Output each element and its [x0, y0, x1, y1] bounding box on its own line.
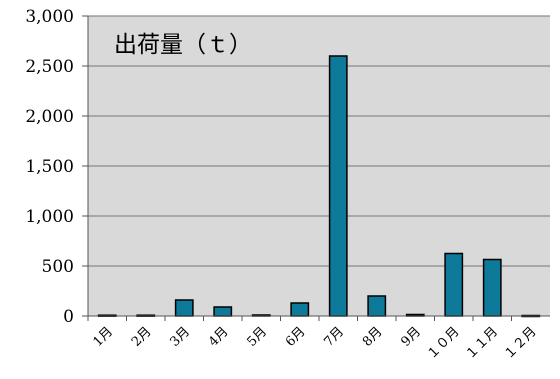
bar	[174, 299, 194, 317]
x-tick-label: 2月	[129, 324, 155, 350]
bar	[290, 302, 310, 317]
x-tick-label: １１月	[463, 324, 501, 362]
bar	[367, 295, 387, 317]
x-axis-ticks: 1月 2月 3月 4月 5月 6月 7月 8月 9月 １０月 １１月 １２月	[87, 316, 540, 362]
x-tick-label: 4月	[206, 324, 232, 350]
x-tick-label: １２月	[501, 324, 539, 362]
x-tick-label: 3月	[167, 324, 193, 350]
x-tick-label: 5月	[244, 324, 270, 350]
y-tick-label: 3,000	[25, 7, 74, 27]
x-tick-label: 6月	[283, 324, 309, 350]
gridlines	[88, 15, 550, 267]
y-axis-ticks: 0 500 1,000 1,500 2,000 2,500 3,000	[25, 7, 88, 327]
x-tick-label: １０月	[424, 324, 462, 362]
bar	[444, 252, 464, 317]
x-tick-label: 7月	[321, 324, 347, 350]
x-tick-label: 1月	[90, 324, 116, 350]
y-tick-label: 2,000	[25, 107, 74, 127]
y-tick-label: 1,500	[25, 157, 74, 177]
bar	[213, 306, 233, 317]
bar	[482, 258, 502, 317]
y-tick-label: 500	[42, 257, 74, 277]
x-tick-label: 8月	[360, 324, 386, 350]
y-tick-label: 1,000	[25, 207, 74, 227]
y-tick-label: 2,500	[25, 57, 74, 77]
bar	[328, 55, 348, 317]
y-tick-label: 0	[63, 307, 74, 327]
chart-title: 出荷量（ｔ）	[114, 32, 252, 58]
x-tick-label: 9月	[398, 324, 424, 350]
